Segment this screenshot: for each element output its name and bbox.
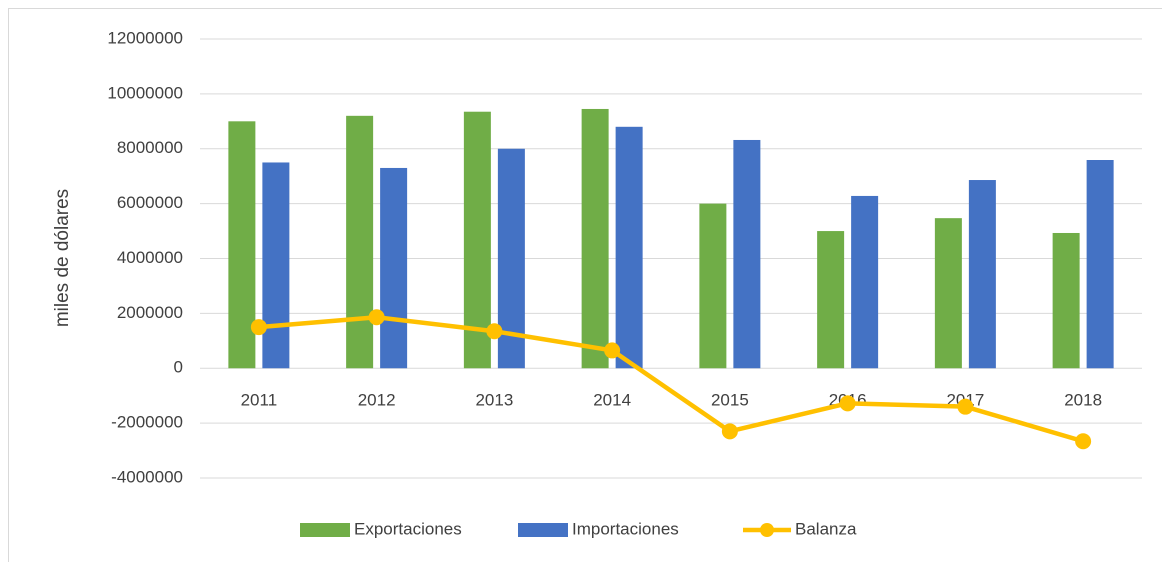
y-tick-label: 4000000 — [117, 248, 183, 267]
line-marker — [957, 398, 974, 415]
y-tick-label: 0 — [174, 358, 183, 377]
bar — [851, 195, 879, 369]
bar — [1086, 159, 1114, 369]
bar — [228, 121, 256, 369]
line-marker — [486, 323, 503, 340]
bar — [699, 203, 727, 369]
bar — [615, 126, 643, 369]
y-tick-label: -4000000 — [111, 467, 183, 486]
y-tick-label: 12000000 — [107, 28, 183, 47]
x-tick-label: 2011 — [241, 391, 278, 410]
y-tick-label: 8000000 — [117, 138, 183, 157]
legend-swatch — [760, 523, 774, 537]
bar — [581, 108, 609, 369]
line-marker — [250, 319, 267, 336]
x-tick-label: 2018 — [1064, 391, 1102, 410]
x-tick-label: 2012 — [358, 391, 396, 410]
legend-label: Exportaciones — [354, 519, 462, 538]
bar — [262, 162, 290, 369]
legend-swatch — [518, 523, 568, 537]
bar — [1052, 232, 1080, 369]
line — [258, 314, 1084, 444]
y-tick-label: -2000000 — [111, 413, 183, 432]
legend-swatch — [300, 523, 350, 537]
bar — [968, 180, 996, 369]
y-tick-label: 2000000 — [117, 303, 183, 322]
line-marker — [368, 309, 385, 326]
bar — [463, 111, 491, 369]
line-marker — [839, 395, 856, 412]
y-tick-label: 10000000 — [107, 83, 183, 102]
bar — [733, 139, 761, 369]
bar — [934, 218, 962, 369]
bar — [817, 231, 845, 369]
x-tick-label: 2013 — [475, 391, 513, 410]
x-tick-label: 2014 — [593, 391, 631, 410]
bar — [346, 115, 374, 369]
bar — [380, 167, 408, 369]
line-marker — [604, 342, 621, 359]
legend-label: Balanza — [795, 519, 857, 538]
line-marker — [1075, 433, 1092, 450]
y-axis-title: miles de dólares — [52, 189, 73, 327]
line-marker — [721, 423, 738, 440]
y-tick-label: 6000000 — [117, 193, 183, 212]
legend-label: Importaciones — [572, 519, 679, 538]
chart-border — [8, 8, 1162, 562]
x-tick-label: 2015 — [711, 391, 749, 410]
